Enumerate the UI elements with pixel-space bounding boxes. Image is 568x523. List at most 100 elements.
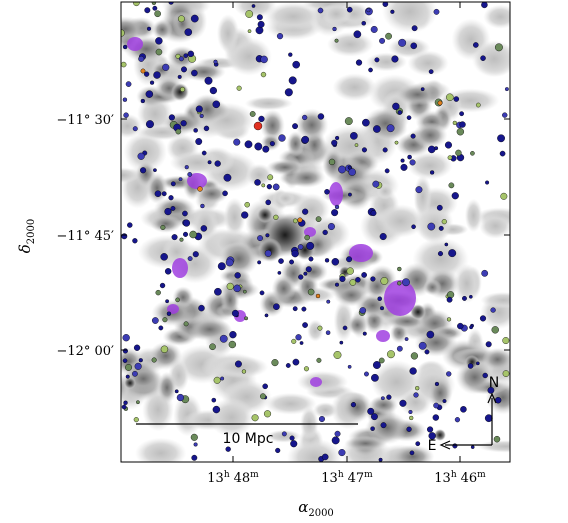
density-contour bbox=[271, 274, 297, 303]
compass-east-arrowhead bbox=[439, 440, 451, 450]
galaxy-point bbox=[408, 409, 413, 415]
galaxy-point bbox=[249, 111, 256, 117]
galaxy-point bbox=[258, 115, 265, 123]
galaxy-point bbox=[133, 417, 139, 423]
galaxy-point bbox=[159, 282, 166, 289]
galaxy-point bbox=[362, 118, 370, 127]
galaxy-point bbox=[387, 350, 395, 359]
galaxy-point bbox=[132, 126, 138, 132]
galaxy-point bbox=[278, 134, 286, 142]
galaxy-point bbox=[332, 26, 337, 32]
galaxy-point bbox=[491, 326, 499, 334]
galaxy-point bbox=[160, 224, 166, 231]
galaxy-point bbox=[484, 414, 493, 423]
galaxy-point bbox=[469, 325, 473, 330]
density-contour bbox=[149, 341, 183, 370]
galaxy-point bbox=[292, 60, 300, 69]
galaxy-point bbox=[170, 206, 176, 211]
galaxy-point bbox=[448, 182, 455, 189]
density-contour bbox=[455, 359, 494, 395]
galaxy-point bbox=[136, 400, 140, 405]
density-contour bbox=[245, 163, 273, 187]
galaxy-point bbox=[379, 233, 387, 241]
group-ellipse bbox=[329, 182, 343, 206]
galaxy-point bbox=[191, 454, 198, 461]
galaxy-point bbox=[182, 219, 191, 227]
galaxy-point bbox=[289, 435, 295, 441]
galaxy-point bbox=[256, 14, 263, 21]
galaxy-point bbox=[278, 258, 284, 264]
galaxy-point bbox=[406, 426, 412, 432]
x-axis: 13h 48m 13h 47m 13h 46m α2000 bbox=[207, 2, 486, 519]
galaxy-point bbox=[346, 256, 353, 263]
density-contour bbox=[192, 205, 219, 242]
galaxy-point bbox=[446, 296, 453, 303]
galaxy-point bbox=[343, 463, 348, 468]
galaxy-point bbox=[433, 8, 440, 15]
galaxy-point bbox=[479, 315, 487, 322]
galaxy-point bbox=[346, 6, 353, 13]
group-ellipse bbox=[167, 304, 179, 314]
galaxy-point bbox=[187, 172, 193, 177]
group-ellipse bbox=[187, 173, 207, 189]
galaxy-point bbox=[184, 165, 189, 170]
galaxy-point bbox=[378, 457, 383, 462]
galaxy-point bbox=[415, 441, 421, 447]
galaxy-point bbox=[334, 282, 340, 287]
galaxy-point bbox=[140, 98, 145, 104]
galaxy-point bbox=[385, 32, 392, 40]
galaxy-point bbox=[470, 151, 475, 156]
galaxy-point bbox=[392, 102, 400, 111]
galaxy-point bbox=[372, 361, 381, 369]
density-contour bbox=[479, 213, 510, 239]
galaxy-point bbox=[315, 216, 322, 223]
galaxy-point bbox=[149, 80, 155, 85]
galaxy-point bbox=[455, 149, 462, 157]
galaxy-point bbox=[262, 145, 270, 153]
galaxy-point bbox=[339, 275, 346, 282]
plot-frame bbox=[120, 1, 511, 463]
galaxy-point bbox=[211, 397, 217, 403]
galaxy-point bbox=[179, 237, 184, 242]
galaxy-point bbox=[353, 30, 362, 39]
galaxy-point bbox=[324, 258, 330, 263]
galaxy-point bbox=[236, 85, 242, 91]
galaxy-point bbox=[231, 309, 239, 317]
density-contour bbox=[395, 83, 440, 106]
galaxy-point bbox=[411, 25, 418, 32]
galaxy-point bbox=[424, 349, 430, 355]
galaxy-point bbox=[110, 367, 114, 371]
galaxy-point bbox=[168, 195, 174, 201]
compass: N E bbox=[428, 375, 500, 454]
galaxy-point bbox=[350, 402, 357, 408]
galaxy-point bbox=[453, 96, 460, 102]
galaxy-point bbox=[122, 334, 130, 342]
galaxy-point bbox=[428, 69, 434, 75]
density-contour bbox=[260, 109, 285, 142]
density-contour bbox=[181, 62, 226, 82]
y-tick-label: −11° 45′ bbox=[56, 229, 114, 244]
galaxy-point bbox=[233, 284, 241, 293]
galaxy-point bbox=[348, 168, 356, 176]
galaxy-point bbox=[426, 330, 435, 339]
galaxy-point bbox=[261, 183, 266, 188]
galaxy-point bbox=[475, 361, 480, 366]
galaxy-point bbox=[297, 244, 304, 250]
galaxy-point bbox=[428, 432, 436, 440]
galaxy-point bbox=[441, 219, 447, 225]
galaxy-point bbox=[379, 37, 386, 44]
galaxy-point bbox=[121, 404, 127, 410]
galaxy-point bbox=[168, 114, 175, 121]
galaxy-point bbox=[402, 278, 410, 287]
galaxy-point bbox=[259, 290, 265, 296]
galaxy-point bbox=[446, 371, 452, 377]
density-contour bbox=[366, 411, 408, 445]
galaxy-point bbox=[260, 71, 267, 78]
galaxy-point bbox=[367, 407, 375, 415]
density-contour bbox=[423, 279, 442, 296]
galaxy-point bbox=[409, 159, 416, 166]
galaxy-point bbox=[371, 373, 379, 382]
density-contour bbox=[321, 2, 352, 25]
galaxy-point bbox=[379, 306, 385, 311]
galaxy-point bbox=[222, 190, 228, 197]
